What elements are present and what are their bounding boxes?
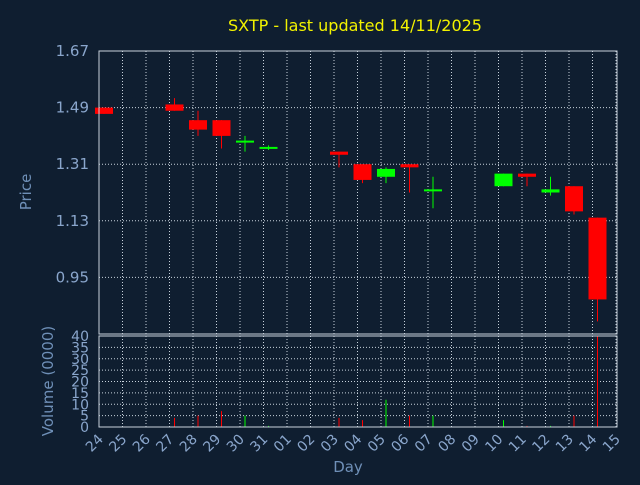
- candle-down: [330, 151, 348, 168]
- candle-body: [377, 168, 395, 177]
- candle-down: [212, 120, 231, 149]
- price-tick-label: 1.67: [56, 42, 89, 60]
- candle-down: [95, 107, 113, 114]
- volume-plot-frame: [98, 335, 618, 428]
- day-tick-label: 10: [482, 432, 506, 456]
- candle-up: [377, 167, 395, 184]
- day-tick-label: 04: [341, 431, 365, 455]
- price-tick-label: 1.13: [56, 212, 89, 230]
- candle-down: [518, 173, 536, 187]
- day-axis-ticks: 24 25 26 27 28 29 30 31 01 02 03 04 05 06 07 08 09 10 11 12…: [83, 431, 624, 455]
- day-tick-label: 31: [247, 432, 271, 456]
- candle-up: [494, 173, 513, 187]
- chart-title: SXTP - last updated 14/11/2025: [228, 16, 482, 35]
- candle-down: [565, 186, 583, 215]
- volume-tick-label: 5: [80, 409, 89, 425]
- day-tick-label: 27: [153, 432, 177, 456]
- volume-tick-label: 20: [71, 375, 89, 391]
- candle-body: [494, 173, 513, 187]
- candle-up: [541, 176, 560, 196]
- volume-bars: [174, 336, 598, 427]
- day-tick-label: 26: [130, 431, 154, 455]
- candle-down: [165, 98, 184, 111]
- price-tick-label: 0.95: [56, 268, 89, 286]
- price-axis-ticks: 1.67 1.49 1.31 1.13 0.95: [56, 42, 89, 286]
- candle-body: [236, 140, 254, 143]
- price-tick-label: 1.49: [56, 99, 89, 117]
- price-plot-frame: [98, 50, 618, 335]
- candle-down: [588, 217, 607, 322]
- candle-down: [353, 164, 372, 184]
- candle-up: [236, 135, 254, 152]
- price-axis-label: Price: [17, 174, 35, 211]
- day-tick-label: 15: [600, 432, 624, 456]
- volume-tick-label: 10: [71, 397, 89, 413]
- candle-body: [259, 146, 278, 149]
- plot-frames: [98, 50, 618, 428]
- candle-body: [189, 120, 207, 130]
- candle-body: [588, 217, 607, 300]
- candle-body: [212, 120, 231, 136]
- candle-down: [189, 110, 207, 136]
- candle-body: [353, 164, 372, 180]
- candle-body: [541, 189, 560, 193]
- volume-tick-label: 40: [71, 329, 89, 345]
- price-tick-label: 1.31: [56, 155, 89, 173]
- volume-tick-label: 0: [80, 420, 89, 436]
- day-tick-label: 03: [318, 432, 342, 456]
- candle-body: [165, 104, 184, 111]
- day-tick-label: 29: [200, 432, 224, 456]
- candle-up: [424, 176, 442, 209]
- day-tick-label: 09: [459, 432, 483, 456]
- candle-body: [565, 186, 583, 212]
- day-tick-label: 30: [224, 432, 248, 456]
- day-tick-label: 11: [506, 432, 530, 456]
- day-tick-label: 25: [106, 432, 130, 456]
- day-tick-label: 13: [553, 432, 577, 456]
- day-tick-label: 28: [177, 432, 201, 456]
- volume-axis-label: Volume (0000): [39, 326, 57, 436]
- day-tick-label: 12: [529, 432, 553, 456]
- candle-body: [424, 189, 442, 192]
- day-axis-label: Day: [333, 458, 363, 476]
- day-tick-label: 07: [412, 432, 436, 456]
- volume-tick-label: 35: [71, 340, 89, 356]
- day-tick-label: 05: [365, 432, 389, 456]
- volume-tick-label: 30: [71, 352, 89, 368]
- candles: [95, 98, 607, 322]
- day-tick-label: 08: [435, 432, 459, 456]
- candle-body: [95, 107, 113, 114]
- day-tick-label: 02: [294, 432, 318, 456]
- candle-down: [400, 164, 419, 193]
- day-tick-label: 06: [388, 431, 412, 455]
- day-tick-label: 01: [271, 432, 295, 456]
- volume-tick-label: 15: [71, 386, 89, 402]
- candle-body: [518, 173, 536, 177]
- day-tick-label: 14: [576, 431, 600, 455]
- candle-body: [330, 151, 348, 155]
- candle-body: [400, 164, 419, 168]
- candle-up: [259, 145, 278, 151]
- volume-tick-label: 25: [71, 363, 89, 379]
